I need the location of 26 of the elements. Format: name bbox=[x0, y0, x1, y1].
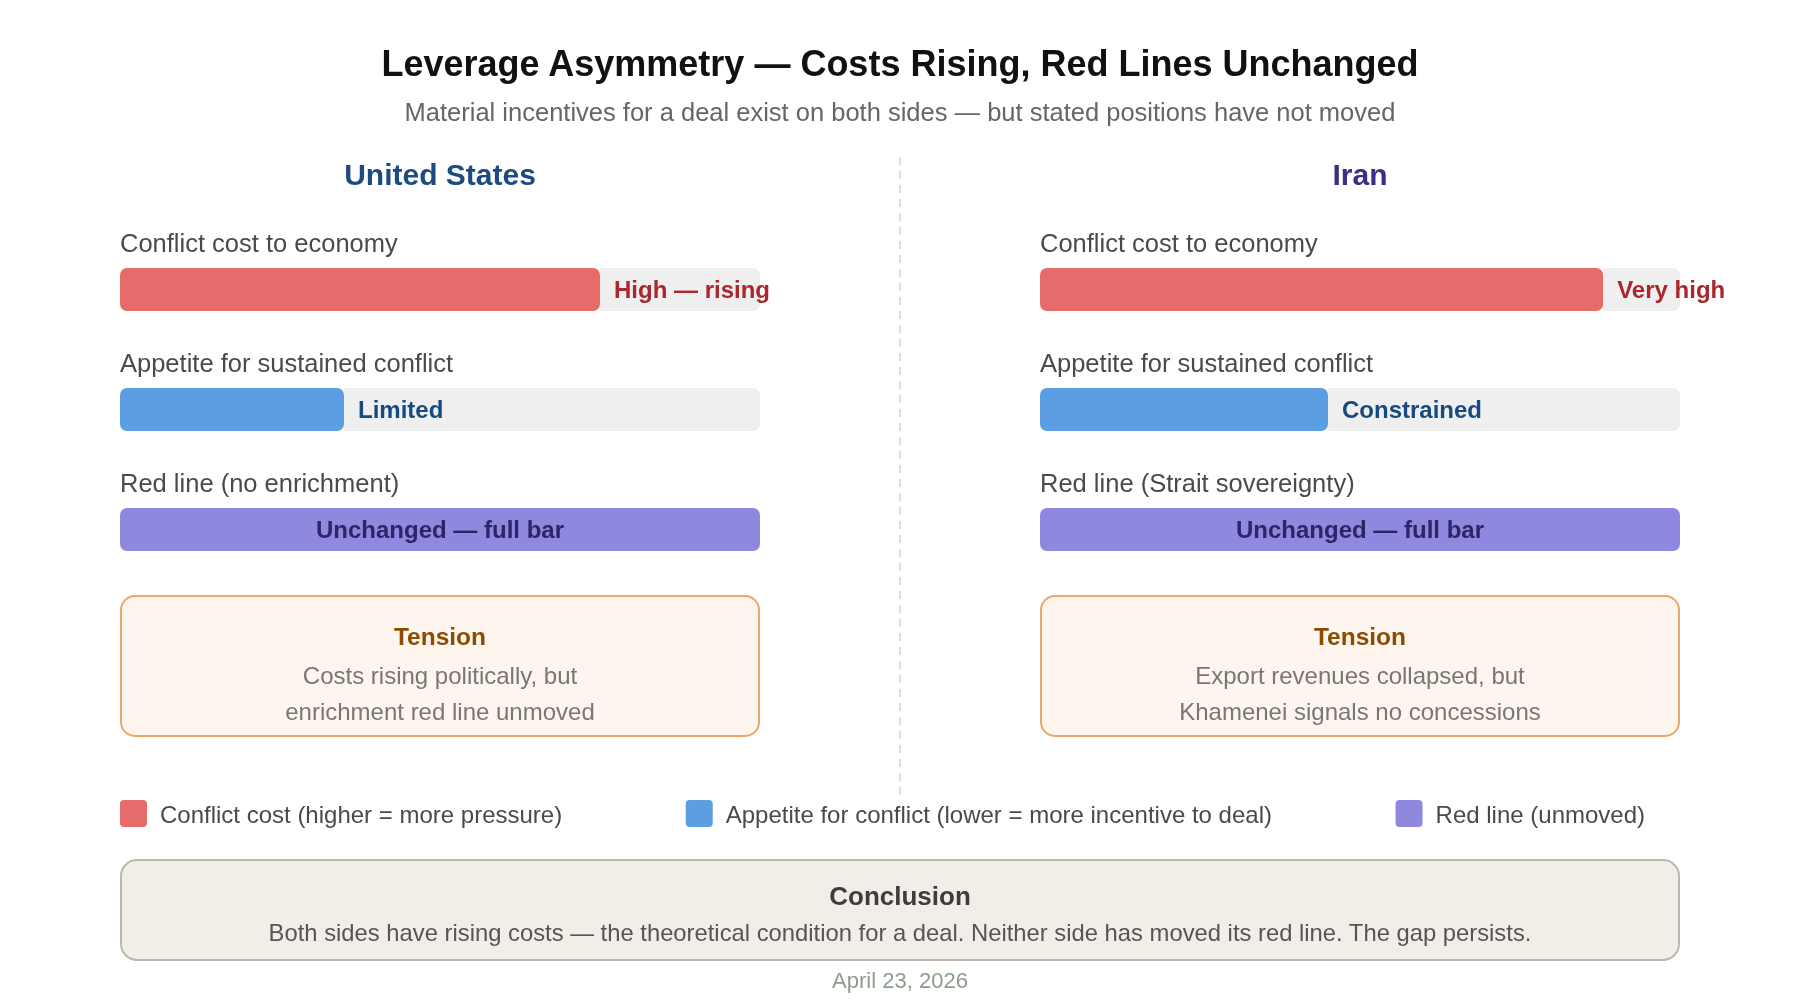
text: April 23, 2026 bbox=[832, 968, 968, 993]
y-tick-label: Conflict cost to economy bbox=[120, 229, 399, 257]
annotation: Constrained bbox=[1342, 395, 1483, 423]
annotation: High — rising bbox=[614, 275, 770, 303]
legend-label: Appetite for conflict (lower = more incentive to deal) bbox=[725, 801, 1272, 828]
text: Export revenues collapsed, but Khamenei signals no concessions bbox=[1179, 662, 1541, 725]
legend-label: Red line (unmoved) bbox=[1435, 801, 1645, 828]
annotation: Unchanged — full bar bbox=[315, 515, 565, 543]
legend-label: Conflict cost (higher = more pressure) bbox=[160, 801, 563, 828]
y-tick-label: Red line (no enrichment) bbox=[120, 469, 400, 497]
text: Leverage Asymmetry — Costs Rising, Red Lines Unchanged bbox=[381, 43, 1419, 84]
y-tick-label: Red line (Strait sovereignty) bbox=[1040, 469, 1355, 497]
chart-title: United States bbox=[344, 158, 536, 191]
text: Costs rising politically, but enrichment red line unmoved bbox=[285, 662, 595, 725]
text: Tension bbox=[1313, 623, 1407, 650]
text: Conclusion bbox=[829, 881, 971, 911]
text: Material incentives for a deal exist on both sides — but stated positions have not moved bbox=[404, 98, 1396, 126]
y-tick-label: Conflict cost to economy bbox=[1040, 229, 1319, 257]
annotation: Limited bbox=[358, 395, 444, 423]
annotation: Unchanged — full bar bbox=[1235, 515, 1485, 543]
y-tick-label: Appetite for sustained conflict bbox=[1040, 349, 1374, 377]
text: Both sides have rising costs — the theoretical condition for a deal. Neither side has moved its red line. The gap persists. bbox=[268, 919, 1532, 946]
text: Tension bbox=[393, 623, 487, 650]
y-tick-label: Appetite for sustained conflict bbox=[120, 349, 454, 377]
chart-title: Iran bbox=[1332, 158, 1388, 191]
annotation: Very high bbox=[1617, 275, 1726, 303]
